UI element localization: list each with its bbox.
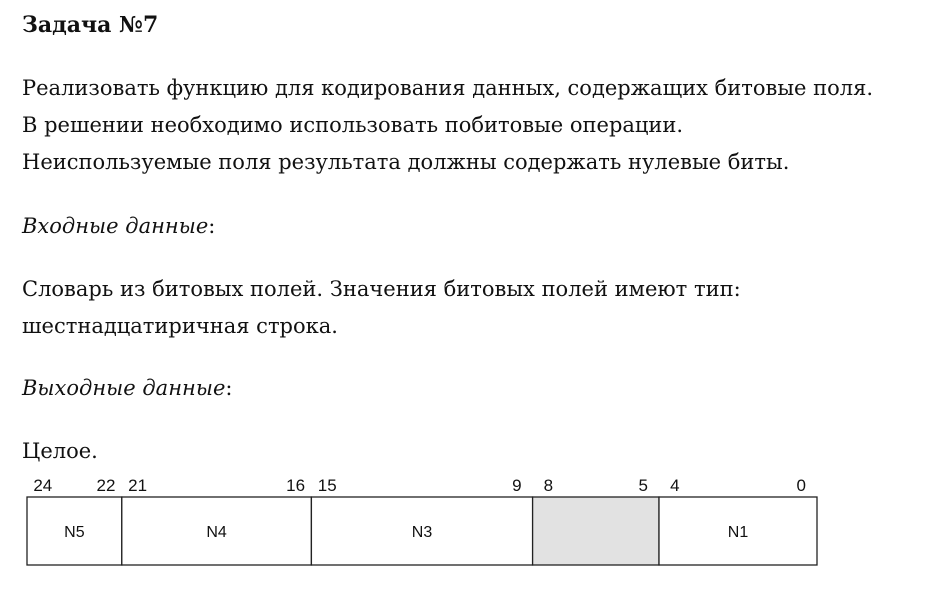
input-heading-text: Входные данные [22,214,209,238]
bit-index-label: 22 [97,476,116,495]
input-description: Словарь из битовых полей. Значения битов… [22,271,741,345]
input-description-line: Словарь из битовых полей. Значения битов… [22,277,741,301]
input-heading: Входные данные: [22,208,215,245]
description-line: Реализовать функцию для кодирования данн… [22,76,874,100]
bit-index-label: 5 [638,476,647,495]
output-heading: Выходные данные: [22,370,232,407]
bit-field-label: N3 [412,524,433,541]
description-line: В решении необходимо использовать побито… [22,113,684,137]
bit-field-label: N1 [728,524,749,541]
bit-index-label: 16 [286,476,305,495]
output-heading-colon: : [225,376,233,400]
task-title: Задача №7 [22,12,159,38]
bit-field-cell [310,496,534,566]
bit-index-label: 8 [544,476,553,495]
unused-field-cell [531,496,660,566]
bit-field-label: N5 [64,524,85,541]
bit-index-label: 9 [512,476,521,495]
input-description-line: шестнадцатиричная строка. [22,314,338,338]
bit-field-cell [26,496,123,566]
bit-index-label: 0 [796,476,805,495]
bit-index-label: 24 [33,476,52,495]
bit-index-label: 15 [318,476,337,495]
description-line: Неиспользуемые поля результата должны со… [22,150,790,174]
input-heading-colon: : [208,214,216,238]
bit-index-label: 4 [670,476,679,495]
bit-index-label: 21 [128,476,147,495]
bit-field-cell [121,496,313,566]
output-description: Целое. [22,433,98,470]
bit-field-label: N4 [206,524,227,541]
output-heading-text: Выходные данные [22,376,226,400]
bit-field-cell [658,496,818,566]
task-description: Реализовать функцию для кодирования данн… [22,70,873,181]
output-description-line: Целое. [22,439,98,463]
